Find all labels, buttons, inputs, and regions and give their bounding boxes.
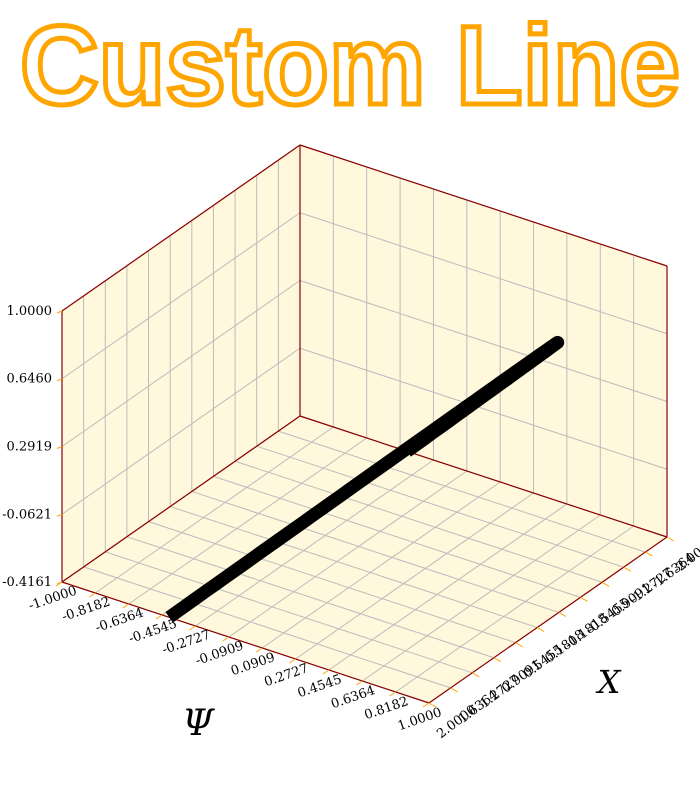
axis-edges <box>61 144 668 704</box>
z-tick-label: 1.0000 <box>7 304 53 319</box>
floor-gridline <box>328 503 568 671</box>
z-tick-label: -0.0621 <box>2 507 52 522</box>
floor-left-edge <box>61 415 301 583</box>
axis-ticks <box>55 310 675 708</box>
x-axis-label: X <box>595 663 622 701</box>
floor-gridline <box>361 514 601 682</box>
x-axis-tick <box>558 612 567 617</box>
z-axis-tick <box>56 446 63 449</box>
x-axis-tick <box>536 627 545 632</box>
x-axis-tick <box>450 687 458 693</box>
left-wall-gridline <box>61 212 301 380</box>
floor-gridline <box>195 459 434 627</box>
floor-gridline <box>395 525 634 693</box>
floor-gridline <box>256 445 624 568</box>
chart-title-text: Custom Line <box>20 3 680 120</box>
floor-gridline <box>148 521 516 644</box>
floor-gridline <box>261 481 501 649</box>
floor-gridline <box>83 566 451 689</box>
floor-gridline <box>295 492 534 660</box>
plot-panes <box>62 145 667 703</box>
y-axis-tick <box>255 647 263 653</box>
x-axis-tick <box>580 596 588 602</box>
z-axis-tick <box>56 513 63 517</box>
z-axis-tick <box>56 378 63 382</box>
floor-back-edge <box>299 415 668 538</box>
floor-gridline <box>234 460 603 583</box>
back-wall-gridline <box>299 280 668 402</box>
y-axis-line <box>61 581 430 704</box>
x-axis-tick <box>623 566 631 572</box>
floor-gridline <box>128 437 368 605</box>
floor-gridline <box>278 430 646 553</box>
y-axis-label: Ψ <box>182 703 215 744</box>
y-axis-tick <box>89 592 96 598</box>
y-axis-tick <box>289 658 296 664</box>
back-wall-gridline <box>299 347 668 470</box>
y-axis-tick <box>122 603 129 609</box>
y-axis-tick <box>356 680 363 686</box>
y-axis-tick <box>222 636 230 642</box>
y-axis-tick <box>322 669 330 675</box>
x-axis-line <box>428 536 668 704</box>
series-line <box>165 335 565 623</box>
y-axis-tick <box>389 691 396 697</box>
x-tick-label: 2.0000 <box>434 703 479 742</box>
y-axis-tick <box>422 702 430 708</box>
z-tick-label: -0.4161 <box>2 575 52 590</box>
floor-gridline <box>105 551 473 674</box>
z-axis-tick <box>56 310 63 314</box>
series-line-group <box>165 335 565 623</box>
left-wall-top-edge <box>61 144 301 312</box>
x-axis-tick <box>428 702 437 708</box>
floor-gridline <box>191 490 559 613</box>
x-axis-tick <box>666 536 675 542</box>
y-axis-tick <box>155 614 163 620</box>
left-wall-gridline <box>61 347 301 515</box>
z-axis-tick <box>56 581 63 585</box>
x-axis-tick <box>515 642 523 648</box>
left-wall-gridline <box>61 280 301 447</box>
floor-gridline <box>170 506 538 629</box>
x-axis-tick <box>472 672 480 678</box>
floor-gridline <box>228 470 468 638</box>
floor-gridline <box>126 536 495 659</box>
back-wall-gridline <box>299 212 668 335</box>
z-tick-label: 0.6460 <box>7 372 53 387</box>
floor-gridline <box>213 475 581 598</box>
x-axis-tick <box>493 657 502 663</box>
z-tick-label: 0.2919 <box>7 440 53 455</box>
x-axis-tick <box>645 551 653 557</box>
y-axis-tick <box>189 625 196 631</box>
floor-gridline <box>95 426 334 594</box>
back-wall-top-edge <box>299 144 668 267</box>
x-axis-tick <box>601 581 610 587</box>
chart-title: Custom Line <box>18 1 683 121</box>
